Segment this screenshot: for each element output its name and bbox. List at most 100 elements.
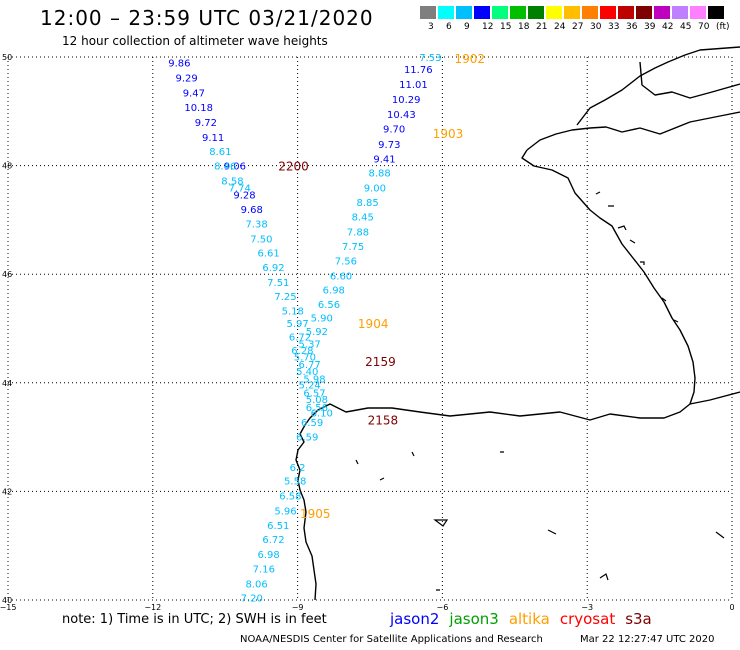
swh-value: 6.57	[303, 389, 325, 400]
scale-tick-label: 21	[536, 22, 548, 32]
offshore-islands	[355, 191, 725, 591]
pass-time: 1903	[433, 127, 464, 141]
iberia-west-coast	[295, 424, 317, 601]
swh-value: 7.50	[250, 234, 272, 245]
scale-swatch	[528, 6, 544, 19]
swh-value: 11.01	[399, 80, 428, 91]
swh-value: 5.08	[306, 395, 328, 406]
lon-tick-label: −3	[581, 603, 593, 612]
swh-value: 7.74	[229, 183, 251, 194]
lat-tick-label: 44	[2, 379, 12, 388]
satellite-legend: jason2 jason3 altika cryosat s3a	[390, 610, 662, 628]
scale-tick-label: 45	[680, 22, 692, 32]
pass-time: 1904	[358, 317, 389, 331]
swh-readings: 9.86 9.29 9.47 10.18 9.72 9.11 9.06 9.28 9.68 11.…	[168, 53, 441, 604]
page-title: 12:00 – 23:59 UTC 03/21/2020	[40, 6, 374, 30]
swh-value: 10.29	[392, 95, 421, 106]
pass-time: 1902	[454, 52, 485, 66]
scale-tick-label: 36	[626, 22, 638, 32]
legend-entry: s3a	[625, 610, 652, 628]
swh-value: 5.18	[282, 307, 304, 318]
swh-value: 7.56	[335, 257, 357, 268]
lat-tick-label: 46	[2, 270, 12, 279]
credit-line: NOAA/NESDIS Center for Satellite Applica…	[240, 634, 543, 645]
scale-swatch	[618, 6, 634, 19]
swh-value: 9.73	[378, 140, 400, 151]
swh-value: 6.98	[258, 550, 280, 561]
swh-value: 9.00	[364, 183, 386, 194]
scale-swatch	[456, 6, 472, 19]
legend-entry: cryosat	[559, 610, 616, 628]
lon-tick-label: −9	[292, 603, 304, 612]
lat-tick-label: 50	[2, 53, 12, 62]
swh-value: 5.58	[284, 477, 306, 488]
swh-value: 6.61	[258, 248, 280, 259]
scale-tick-label: 12	[482, 22, 494, 32]
pass-time-labels: 1902 1903 2200 1904 2159 2158 1905	[278, 52, 485, 521]
swh-value: 7.38	[245, 220, 267, 231]
swh-value: 7.51	[267, 278, 289, 289]
legend-entry: jason3	[449, 610, 499, 628]
swh-value: 7.53	[419, 53, 441, 64]
scale-swatch	[600, 6, 616, 19]
swh-value: 7.88	[347, 227, 369, 238]
swh-value: 6.56	[306, 403, 328, 414]
scale-swatch	[564, 6, 580, 19]
scale-tick-label: 24	[554, 22, 566, 32]
lon-tick-label: 0	[729, 603, 734, 612]
swh-value: 7.25	[274, 292, 296, 303]
scale-tick-label: 39	[644, 22, 656, 32]
swh-value: 8.61	[209, 147, 231, 158]
swh-value: 8.46	[214, 162, 236, 173]
scale-swatch	[654, 6, 670, 19]
pass-time: 1905	[300, 507, 331, 521]
swh-value: 6.72	[289, 333, 311, 344]
coastline	[295, 46, 740, 601]
scale-tick-label: 15	[500, 22, 512, 32]
swh-value: 5.96	[274, 506, 296, 517]
swh-value: 6.98	[323, 285, 345, 296]
swh-value: 9.86	[168, 58, 190, 69]
swh-value: 8.06	[245, 580, 267, 591]
lat-tick-label: 42	[2, 487, 12, 496]
swh-value: 6.59	[296, 433, 318, 444]
scale-swatch	[420, 6, 436, 19]
swh-value: 9.72	[195, 118, 217, 129]
swh-value: 6.2	[290, 463, 306, 474]
lat-lon-grid	[7, 56, 733, 601]
swh-value: 6.59	[301, 418, 323, 429]
lat-tick-label: 48	[2, 162, 12, 171]
scale-tick-label: 30	[590, 22, 602, 32]
scale-swatch	[690, 6, 706, 19]
legend-entry: altika	[508, 610, 550, 628]
island-group-north	[595, 191, 679, 323]
scale-tick-label: 18	[518, 22, 530, 32]
swh-value: 8.45	[352, 213, 374, 224]
generated-timestamp: Mar 22 12:27:47 UTC 2020	[580, 634, 715, 645]
island-group-south	[355, 451, 725, 591]
swh-value: 5.37	[299, 340, 321, 351]
color-scale: 3 6 9 12 15 18 21 24 27 30 33 36 39 42 45 70 (ft)	[420, 6, 730, 36]
swh-value: 6.51	[267, 521, 289, 532]
scale-swatch	[474, 6, 490, 19]
scale-tick-label: 3	[428, 22, 434, 32]
scale-swatch	[582, 6, 598, 19]
swh-value: 5.90	[311, 314, 333, 325]
swh-value: 5.98	[303, 374, 325, 385]
footer-note: note: 1) Time is in UTC; 2) SWH is in fe…	[62, 612, 327, 627]
page-subtitle: 12 hour collection of altimeter wave hei…	[62, 34, 328, 48]
swh-value: 9.11	[202, 133, 224, 144]
scale-swatch	[438, 6, 454, 19]
lat-tick-label: 40	[2, 596, 12, 605]
scale-tick-label: 9	[464, 22, 470, 32]
scale-swatch	[636, 6, 652, 19]
scale-swatch	[492, 6, 508, 19]
swh-value: 9.70	[383, 125, 405, 136]
scale-tick-label: 6	[446, 22, 452, 32]
swh-value: 6.72	[262, 535, 284, 546]
swh-value: 8.85	[356, 198, 378, 209]
swh-value: 6.28	[291, 346, 313, 357]
swh-value: 9.06	[224, 162, 246, 173]
normandy-coast	[639, 61, 740, 99]
